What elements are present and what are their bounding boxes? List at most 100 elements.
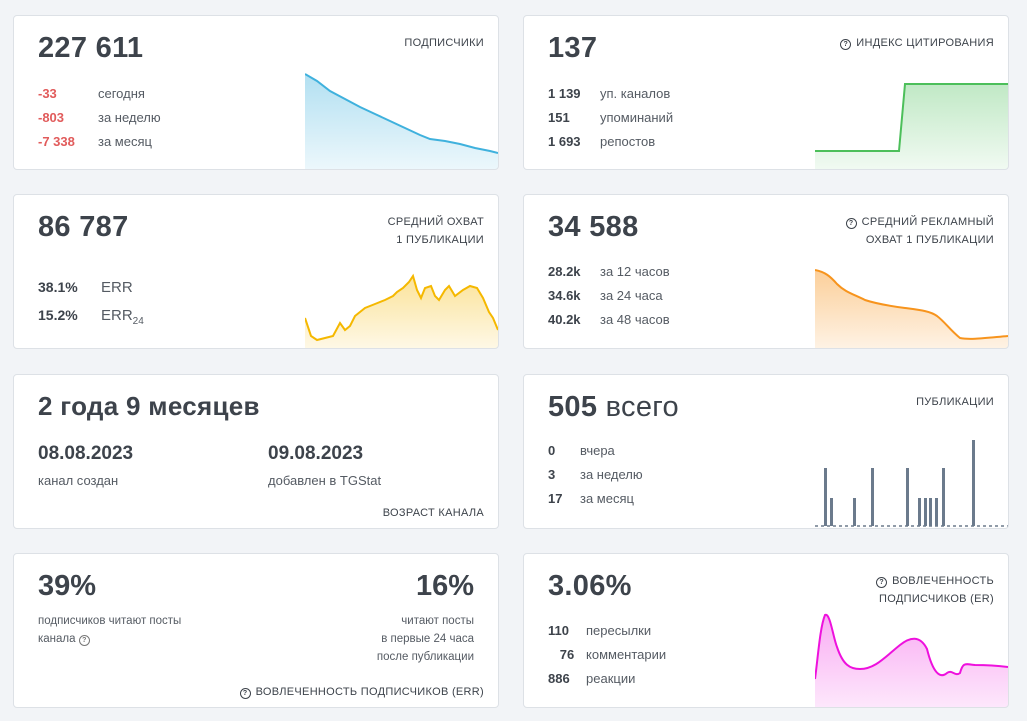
stat-row: 28.2k за 12 часов [548, 260, 670, 284]
channel-age-title: ВОЗРАСТ КАНАЛА [382, 507, 484, 519]
er-title-line2: ПОДПИСЧИКОВ (ER) [879, 593, 994, 605]
reach-sparkline[interactable] [305, 268, 498, 348]
stat-label: ERR [101, 279, 133, 296]
stat-value: -33 [38, 86, 57, 101]
stat-value: 76 [559, 647, 575, 662]
subscribers-count: 227 611 [38, 32, 144, 64]
stat-label: за неделю [98, 110, 161, 125]
subscribers-stats: -33 сегодня -803 за неделю -7 338 за месяц [38, 82, 161, 154]
reach-title: СРЕДНИЙ ОХВАТ 1 ПУБЛИКАЦИИ [388, 213, 484, 249]
reach-title-line2: 1 ПУБЛИКАЦИИ [396, 234, 484, 246]
stat-row: 0 вчера [548, 439, 643, 463]
stat-value: 34.6k [548, 288, 581, 303]
stat-label: за неделю [580, 467, 643, 482]
stat-row: 151 упоминаний [548, 106, 673, 130]
stat-label: за 12 часов [600, 264, 670, 279]
ad-reach-card[interactable]: 34 588 ? СРЕДНИЙ РЕКЛАМНЫЙ ОХВАТ 1 ПУБЛИКА… [523, 194, 1009, 349]
added-date: 09.08.2023 [268, 443, 364, 464]
readers-24h-line1: читают посты [401, 615, 474, 627]
citation-title-text: ИНДЕКС ЦИТИРОВАНИЯ [856, 37, 994, 49]
stat-label: ERR [101, 307, 133, 324]
question-circle-icon[interactable]: ? [845, 218, 857, 229]
readers-percent: 39% [38, 570, 97, 602]
subscribers-sparkline[interactable] [305, 69, 498, 169]
publications-card[interactable]: 505 всего ПУБЛИКАЦИИ 0 вчера 3 за неделю 1… [523, 374, 1009, 529]
stat-row: 1 693 репостов [548, 130, 673, 154]
ad-reach-title-line1: СРЕДНИЙ РЕКЛАМНЫЙ [861, 216, 994, 228]
er-value: 3.06% [548, 570, 632, 602]
question-circle-icon[interactable]: ? [239, 688, 251, 699]
reach-title-line1: СРЕДНИЙ ОХВАТ [387, 216, 484, 228]
stat-value: 1 693 [548, 134, 581, 149]
reach-stats: 38.1% ERR 15.2% ERR24 [38, 273, 144, 329]
stat-row: 110 пересылки [548, 619, 666, 643]
ad-reach-title: ? СРЕДНИЙ РЕКЛАМНЫЙ ОХВАТ 1 ПУБЛИКАЦИИ [845, 213, 994, 249]
stat-value: 15.2% [38, 307, 78, 323]
stat-label: за 24 часа [600, 288, 663, 303]
er-title: ? ВОВЛЕЧЕННОСТЬ ПОДПИСЧИКОВ (ER) [876, 572, 994, 608]
publications-total-number: 505 [548, 391, 598, 423]
stat-value: 3 [548, 467, 556, 482]
publications-total: 505 всего [548, 391, 679, 424]
ad-reach-sparkline[interactable] [815, 268, 1008, 348]
stat-row: 1 139 уп. каналов [548, 82, 673, 106]
stat-value: 17 [548, 491, 563, 506]
stat-row: -803 за неделю [38, 106, 161, 130]
readers-24h-percent: 16% [415, 570, 474, 602]
engagement-err-card[interactable]: 39% подписчиков читают посты канала ? 16%… [13, 553, 499, 708]
citation-sparkline[interactable] [815, 69, 1008, 169]
question-circle-icon[interactable]: ? [840, 39, 852, 50]
question-circle-icon[interactable]: ? [876, 577, 888, 588]
stat-value: 28.2k [548, 264, 581, 279]
stat-label: реакции [586, 671, 636, 686]
stat-label: за месяц [98, 134, 152, 149]
citation-stats: 1 139 уп. каналов 151 упоминаний 1 693 репо… [548, 82, 673, 154]
channel-age-card[interactable]: 2 года 9 месяцев 08.08.2023 канал создан… [13, 374, 499, 529]
stat-subscript: 24 [132, 315, 144, 327]
ad-reach-value: 34 588 [548, 211, 639, 243]
channel-age-value: 2 года 9 месяцев [38, 391, 260, 421]
stat-row: 40.2k за 48 часов [548, 308, 670, 332]
er-card[interactable]: 3.06% ? ВОВЛЕЧЕННОСТЬ ПОДПИСЧИКОВ (ER) 110… [523, 553, 1009, 708]
stat-row: 38.1% ERR [38, 273, 144, 301]
stat-value: 38.1% [38, 279, 78, 295]
citation-title: ? ИНДЕКС ЦИТИРОВАНИЯ [840, 34, 994, 52]
stat-label: пересылки [586, 623, 652, 638]
created-date: 08.08.2023 [38, 443, 134, 464]
engagement-err-title-text: ВОВЛЕЧЕННОСТЬ ПОДПИСЧИКОВ (ERR) [255, 686, 484, 698]
er-title-line1: ВОВЛЕЧЕННОСТЬ [892, 575, 994, 587]
readers-description: подписчиков читают посты канала ? [38, 612, 181, 648]
reach-card[interactable]: 86 787 СРЕДНИЙ ОХВАТ 1 ПУБЛИКАЦИИ 38.1% ER… [13, 194, 499, 349]
stat-value: 0 [548, 443, 556, 458]
stat-value: 1 139 [548, 86, 581, 101]
subscribers-card[interactable]: 227 611 ПОДПИСЧИКИ -33 сегодня -803 за нед… [13, 15, 499, 170]
created-label: канал создан [38, 473, 119, 488]
publications-stats: 0 вчера 3 за неделю 17 за месяц [548, 439, 643, 511]
question-circle-icon[interactable]: ? [78, 635, 90, 646]
stat-row: 3 за неделю [548, 463, 643, 487]
stat-row: 76 комментарии [548, 643, 666, 667]
publications-bar-chart[interactable] [815, 428, 1008, 528]
stat-label: уп. каналов [600, 86, 671, 101]
engagement-err-title: ? ВОВЛЕЧЕННОСТЬ ПОДПИСЧИКОВ (ERR) [239, 683, 484, 701]
reach-value: 86 787 [38, 211, 129, 243]
stat-value: 151 [548, 110, 570, 125]
citation-card[interactable]: 137 ? ИНДЕКС ЦИТИРОВАНИЯ 1 139 уп. каналов… [523, 15, 1009, 170]
er-sparkline[interactable] [815, 607, 1008, 707]
stat-value: 110 [548, 623, 569, 638]
stat-row: 15.2% ERR24 [38, 301, 144, 329]
stat-label: вчера [580, 443, 615, 458]
publications-title: ПУБЛИКАЦИИ [916, 396, 994, 408]
stat-label: комментарии [586, 647, 667, 662]
stat-label: репостов [600, 134, 656, 149]
readers-description-line1: подписчиков читают посты [38, 615, 182, 627]
stat-row: 34.6k за 24 часа [548, 284, 670, 308]
stat-row: -33 сегодня [38, 82, 161, 106]
readers-description-line2: канала [38, 633, 76, 645]
ad-reach-stats: 28.2k за 12 часов 34.6k за 24 часа 40.2k за… [548, 260, 670, 332]
ad-reach-title-line2: ОХВАТ 1 ПУБЛИКАЦИИ [865, 234, 994, 246]
stat-row: 886 реакции [548, 667, 666, 691]
stat-label: сегодня [98, 86, 145, 101]
stat-label: упоминаний [600, 110, 674, 125]
stat-value: 886 [548, 671, 570, 686]
